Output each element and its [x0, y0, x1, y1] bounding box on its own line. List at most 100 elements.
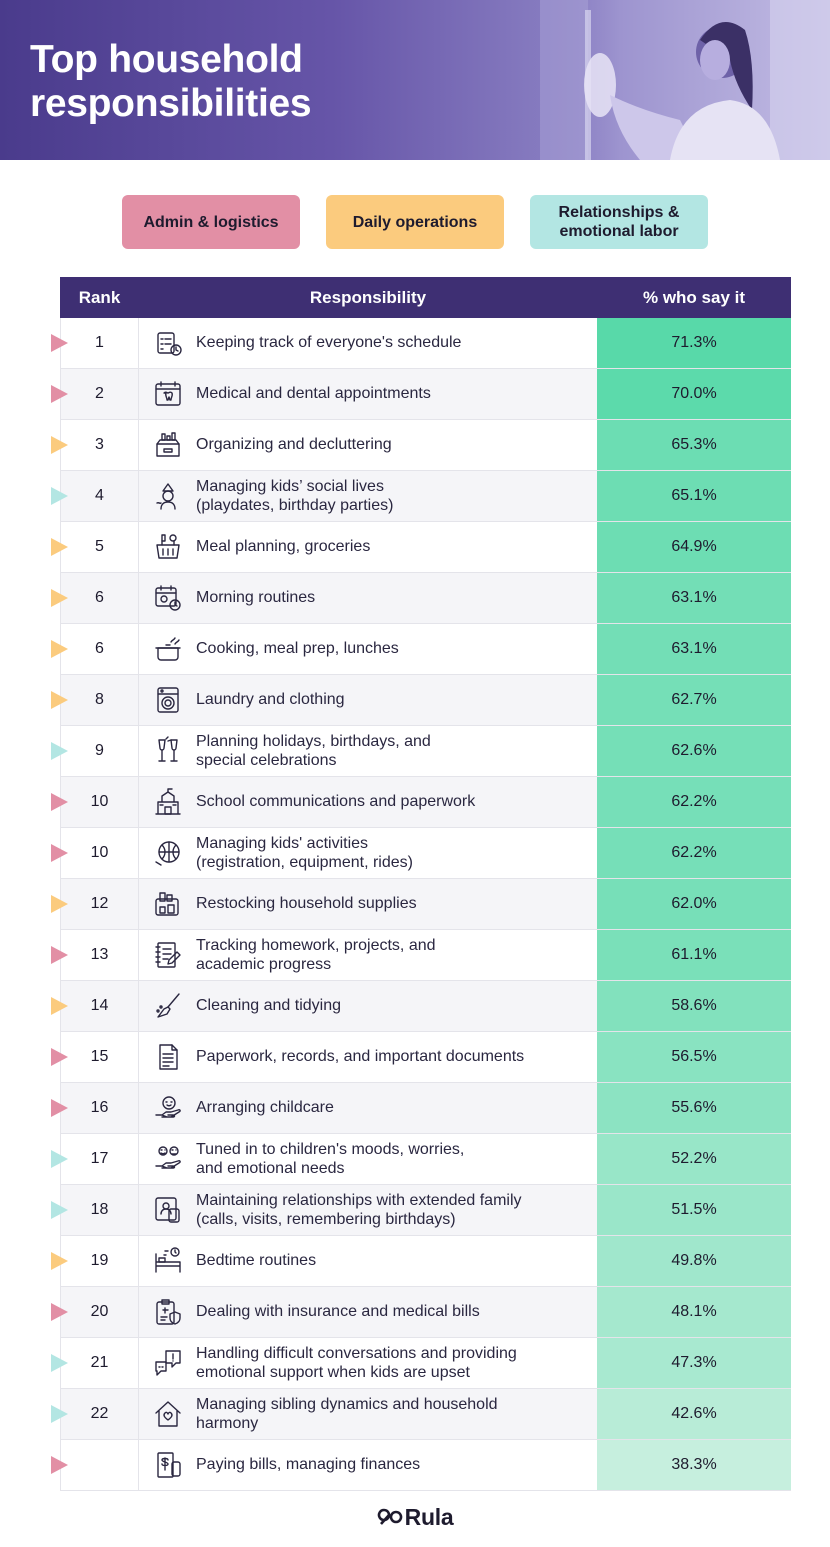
responsibility-label: Managing kids' activities (registration,… — [196, 834, 413, 872]
rank-cell: 21 — [60, 1338, 139, 1388]
rank-cell: 6 — [60, 573, 139, 623]
rula-logo-text: Rula — [404, 1504, 454, 1530]
table-row: 17 Tuned in to children's moods, worries,… — [51, 1134, 791, 1185]
responsibility-cell: Tracking homework, projects, and academi… — [139, 930, 597, 980]
bed-clock-icon — [139, 1236, 196, 1286]
table-row: 6 Cooking, meal prep, lunches 63.1% — [51, 624, 791, 675]
table-row: 5 Meal planning, groceries 64.9% — [51, 522, 791, 573]
percent-cell: 62.0% — [597, 879, 791, 929]
rank-cell: 16 — [60, 1083, 139, 1133]
responsibility-cell: Paying bills, managing finances — [139, 1440, 597, 1490]
category-marker-admin — [51, 946, 68, 964]
percent-cell: 62.2% — [597, 828, 791, 878]
percent-cell: 52.2% — [597, 1134, 791, 1184]
category-marker-admin — [51, 1303, 68, 1321]
responsibility-cell: Managing kids’ social lives (playdates, … — [139, 471, 597, 521]
rank-cell: 14 — [60, 981, 139, 1031]
responsibility-cell: Dealing with insurance and medical bills — [139, 1287, 597, 1337]
table-row: 20 Dealing with insurance and medical bil… — [51, 1287, 791, 1338]
header-responsibility: Responsibility — [309, 287, 427, 307]
percent-cell: 62.2% — [597, 777, 791, 827]
category-marker-admin — [51, 793, 68, 811]
responsibility-cell: Maintaining relationships with extended … — [139, 1185, 597, 1235]
table-row: 6 Morning routines 63.1% — [51, 573, 791, 624]
notebook-pen-icon — [139, 930, 196, 980]
percent-cell: 42.6% — [597, 1389, 791, 1439]
table-row: 15 Paperwork, records, and important docu… — [51, 1032, 791, 1083]
table-row: 13 Tracking homework, projects, and acade… — [51, 930, 791, 981]
responsibility-cell: Organizing and decluttering — [139, 420, 597, 470]
category-marker-daily — [51, 589, 68, 607]
percent-cell: 49.8% — [597, 1236, 791, 1286]
rank-cell: 1 — [60, 318, 139, 368]
responsibility-label: Paperwork, records, and important docume… — [196, 1048, 525, 1066]
document-icon — [139, 1032, 196, 1082]
percent-cell: 56.5% — [597, 1032, 791, 1082]
house-heart-icon — [139, 1389, 196, 1439]
category-marker-admin — [51, 1099, 68, 1117]
responsibility-cell: Laundry and clothing — [139, 675, 597, 725]
rank-cell: 5 — [60, 522, 139, 572]
responsibility-label: Maintaining relationships with extended … — [196, 1191, 522, 1229]
responsibility-label: Planning holidays, birthdays, and specia… — [196, 732, 431, 770]
category-marker-admin — [51, 1456, 68, 1474]
bill-phone-icon — [139, 1440, 196, 1490]
category-marker-relationships — [51, 742, 68, 760]
responsibility-label: Cleaning and tidying — [196, 997, 341, 1015]
legend-daily-operations: Daily operations — [326, 195, 504, 249]
responsibility-label: Tuned in to children's moods, worries, a… — [196, 1140, 465, 1178]
responsibility-label: Restocking household supplies — [196, 895, 417, 913]
category-marker-daily — [51, 895, 68, 913]
responsibility-label: Medical and dental appointments — [196, 385, 431, 403]
table-row: 10 School communications and paperwork 62.… — [51, 777, 791, 828]
percent-cell: 65.1% — [597, 471, 791, 521]
percent-cell: 58.6% — [597, 981, 791, 1031]
responsibility-label: Organizing and decluttering — [196, 436, 392, 454]
percent-cell: 65.3% — [597, 420, 791, 470]
responsibility-label: Keeping track of everyone's schedule — [196, 334, 462, 352]
table-row: 10 Managing kids' activities (registratio… — [51, 828, 791, 879]
rula-logo-icon — [377, 1505, 403, 1532]
responsibility-cell: Morning routines — [139, 573, 597, 623]
rank-cell: 10 — [60, 777, 139, 827]
speech-bubbles-icon — [139, 1338, 196, 1388]
responsibility-label: Bedtime routines — [196, 1252, 317, 1270]
responsibility-label: Tracking homework, projects, and academi… — [196, 936, 436, 974]
percent-cell: 71.3% — [597, 318, 791, 368]
header-rank: Rank — [78, 287, 121, 307]
tooth-calendar-icon — [139, 369, 196, 419]
hero-banner: Top household responsibilities — [0, 0, 830, 160]
rank-cell: 9 — [60, 726, 139, 776]
table-row: 3 Organizing and decluttering 65.3% — [51, 420, 791, 471]
responsibility-cell: Handling difficult conversations and pro… — [139, 1338, 597, 1388]
rank-cell: 2 — [60, 369, 139, 419]
grocery-basket-icon — [139, 522, 196, 572]
responsibility-cell: Paperwork, records, and important docume… — [139, 1032, 597, 1082]
category-marker-relationships — [51, 1201, 68, 1219]
table-header: Rank Responsibility % who say it — [60, 277, 791, 318]
percent-cell: 61.1% — [597, 930, 791, 980]
percent-cell: 38.3% — [597, 1440, 791, 1490]
table-row: 8 Laundry and clothing 62.7% — [51, 675, 791, 726]
responsibility-cell: School communications and paperwork — [139, 777, 597, 827]
category-marker-relationships — [51, 1354, 68, 1372]
hand-child-icon — [139, 1083, 196, 1133]
header-percent: % who say it — [642, 287, 746, 307]
responsibility-label: Meal planning, groceries — [196, 538, 371, 556]
toast-glasses-icon — [139, 726, 196, 776]
responsibility-label: School communications and paperwork — [196, 793, 476, 811]
rula-logo: Rula — [0, 1504, 830, 1532]
table-row: 18 Maintaining relationships with extende… — [51, 1185, 791, 1236]
rank-cell: 20 — [60, 1287, 139, 1337]
sports-ball-icon — [139, 828, 196, 878]
rank-cell: 3 — [60, 420, 139, 470]
category-marker-admin — [51, 385, 68, 403]
rank-cell: 8 — [60, 675, 139, 725]
legend-relationships-emotional-labor: Relationships & emotional labor — [530, 195, 708, 249]
responsibility-cell: Managing sibling dynamics and household … — [139, 1389, 597, 1439]
page-title: Top household responsibilities — [30, 38, 312, 125]
percent-cell: 51.5% — [597, 1185, 791, 1235]
percent-cell: 62.6% — [597, 726, 791, 776]
video-call-icon — [139, 1185, 196, 1235]
medical-clipboard-icon — [139, 1287, 196, 1337]
